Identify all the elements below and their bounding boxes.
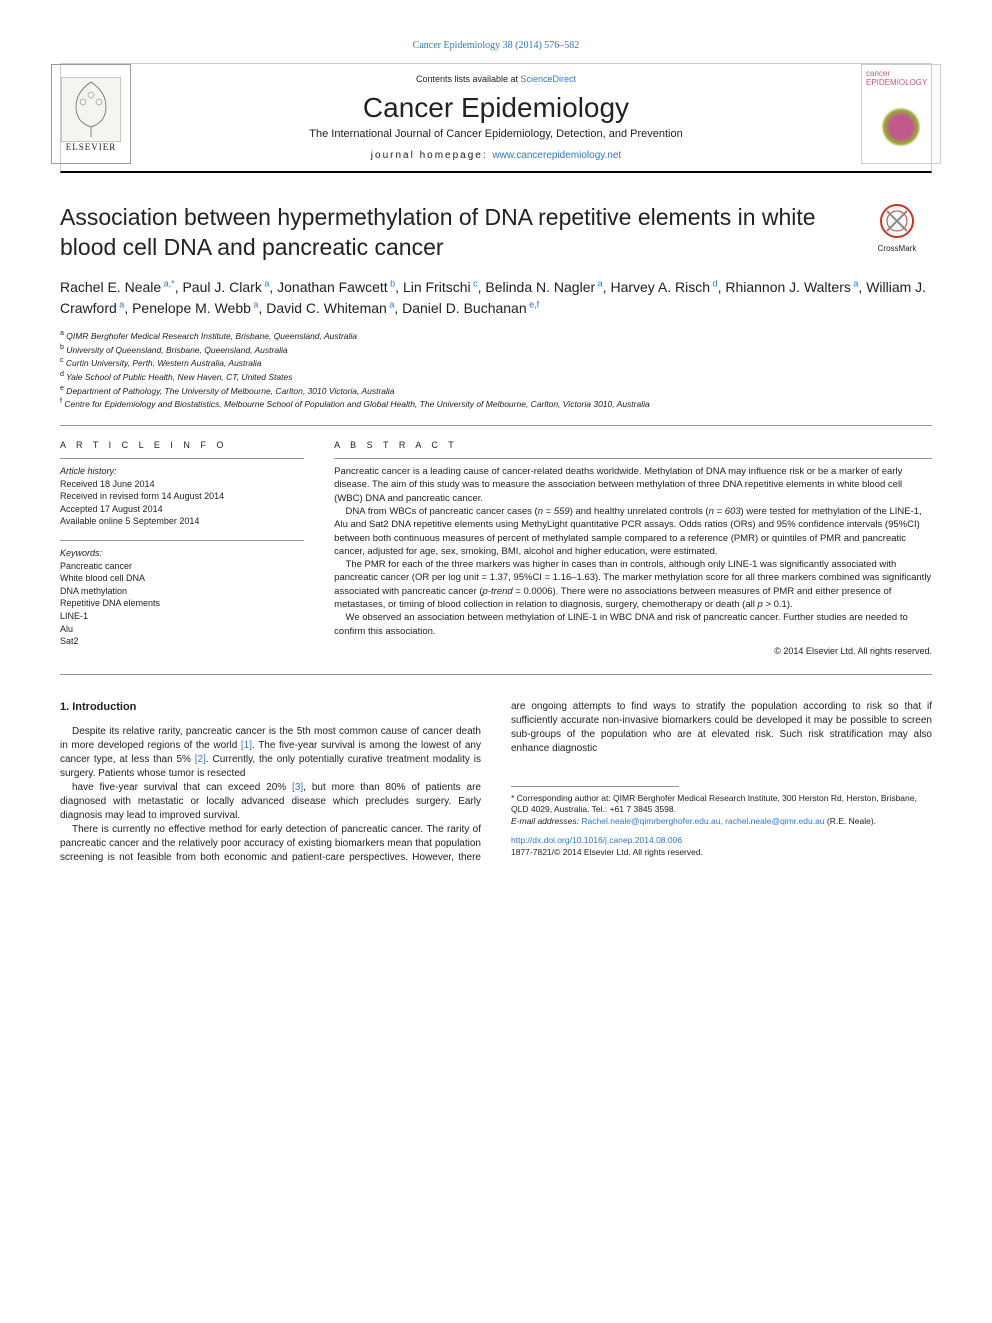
- abstract-text: Pancreatic cancer is a leading cause of …: [334, 458, 932, 638]
- history-line: Received 18 June 2014: [60, 478, 304, 491]
- affiliation-list: a QIMR Berghofer Medical Research Instit…: [60, 329, 932, 411]
- author: Paul J. Clark a: [182, 279, 269, 295]
- author: Daniel D. Buchanan e,f: [402, 300, 539, 316]
- history-line: Received in revised form 14 August 2014: [60, 490, 304, 503]
- abstract-paragraph: DNA from WBCs of pancreatic cancer cases…: [334, 505, 932, 558]
- abstract-paragraph: Pancreatic cancer is a leading cause of …: [334, 465, 932, 505]
- body-paragraph: Despite its relative rarity, pancreatic …: [60, 725, 481, 781]
- email-link[interactable]: Rachel.neale@qimrberghofer.edu.au, rache…: [581, 816, 824, 826]
- author: Lin Fritschi c: [403, 279, 478, 295]
- author: Harvey A. Risch d: [610, 279, 717, 295]
- journal-subtitle: The International Journal of Cancer Epid…: [161, 128, 831, 140]
- citation-link[interactable]: [1]: [241, 740, 252, 751]
- homepage-link[interactable]: www.cancerepidemiology.net: [492, 150, 621, 161]
- keyword: Alu: [60, 623, 304, 636]
- section-heading: 1. Introduction: [60, 700, 481, 715]
- author: Rachel E. Neale a,*: [60, 279, 175, 295]
- journal-homepage: journal homepage: www.cancerepidemiology…: [161, 150, 831, 161]
- affiliation: a QIMR Berghofer Medical Research Instit…: [60, 329, 932, 343]
- author: Rhiannon J. Walters a: [725, 279, 858, 295]
- footnote-separator: [511, 786, 679, 787]
- email-line: E-mail addresses: Rachel.neale@qimrbergh…: [511, 816, 932, 827]
- doi-link[interactable]: http://dx.doi.org/10.1016/j.canep.2014.0…: [511, 835, 682, 845]
- article-info-column: A R T I C L E I N F O Article history: R…: [60, 440, 304, 660]
- abstract-column: A B S T R A C T Pancreatic cancer is a l…: [334, 440, 932, 660]
- affiliation: b University of Queensland, Brisbane, Qu…: [60, 343, 932, 357]
- keyword: DNA methylation: [60, 585, 304, 598]
- sciencedirect-link[interactable]: ScienceDirect: [521, 74, 577, 84]
- elsevier-tree-icon: [61, 77, 121, 142]
- keyword: White blood cell DNA: [60, 572, 304, 585]
- doi-block: http://dx.doi.org/10.1016/j.canep.2014.0…: [511, 835, 932, 859]
- author: Jonathan Fawcett b: [277, 279, 395, 295]
- history-line: Accepted 17 August 2014: [60, 503, 304, 516]
- journal-name: Cancer Epidemiology: [161, 92, 831, 124]
- journal-cover-thumbnail: cancer EPIDEMIOLOGY: [861, 64, 941, 164]
- affiliation: d Yale School of Public Health, New Have…: [60, 370, 932, 384]
- running-header: Cancer Epidemiology 38 (2014) 576–582: [60, 40, 932, 51]
- footnotes: * Corresponding author at: QIMR Berghofe…: [511, 793, 932, 827]
- article-history: Article history: Received 18 June 2014Re…: [60, 458, 304, 528]
- article-body: 1. Introduction Despite its relative rar…: [60, 700, 932, 865]
- affiliation: c Curtin University, Perth, Western Aust…: [60, 356, 932, 370]
- citation-link[interactable]: [3]: [292, 782, 303, 793]
- crossmark-badge[interactable]: CrossMark: [862, 203, 932, 253]
- affiliation: f Centre for Epidemiology and Biostatist…: [60, 397, 932, 411]
- publisher-logo: ELSEVIER: [51, 64, 141, 164]
- citation-link[interactable]: [2]: [195, 754, 206, 765]
- contents-available: Contents lists available at ScienceDirec…: [161, 74, 831, 84]
- crossmark-icon: [879, 203, 915, 239]
- keyword: Sat2: [60, 635, 304, 648]
- abstract-paragraph: We observed an association between methy…: [334, 611, 932, 638]
- author: Belinda N. Nagler a: [485, 279, 602, 295]
- author-list: Rachel E. Neale a,*, Paul J. Clark a, Jo…: [60, 277, 932, 319]
- keywords-block: Keywords: Pancreatic cancerWhite blood c…: [60, 540, 304, 648]
- affiliation: e Department of Pathology, The Universit…: [60, 384, 932, 398]
- abstract-heading: A B S T R A C T: [334, 440, 932, 450]
- article-title: Association between hypermethylation of …: [60, 203, 932, 263]
- article-info-heading: A R T I C L E I N F O: [60, 440, 304, 450]
- journal-header: ELSEVIER cancer EPIDEMIOLOGY Contents li…: [60, 63, 932, 173]
- copyright-line: © 2014 Elsevier Ltd. All rights reserved…: [334, 646, 932, 656]
- corresponding-author-note: * Corresponding author at: QIMR Berghofe…: [511, 793, 932, 816]
- author: David C. Whiteman a: [266, 300, 394, 316]
- keyword: Pancreatic cancer: [60, 560, 304, 573]
- divider: [60, 425, 932, 426]
- body-paragraph: have five-year survival that can exceed …: [60, 781, 481, 823]
- abstract-paragraph: The PMR for each of the three markers wa…: [334, 558, 932, 611]
- keyword: Repetitive DNA elements: [60, 597, 304, 610]
- issn-copyright: 1877-7821/© 2014 Elsevier Ltd. All right…: [511, 847, 703, 857]
- history-line: Available online 5 September 2014: [60, 515, 304, 528]
- keyword: LINE-1: [60, 610, 304, 623]
- author: Penelope M. Webb a: [132, 300, 258, 316]
